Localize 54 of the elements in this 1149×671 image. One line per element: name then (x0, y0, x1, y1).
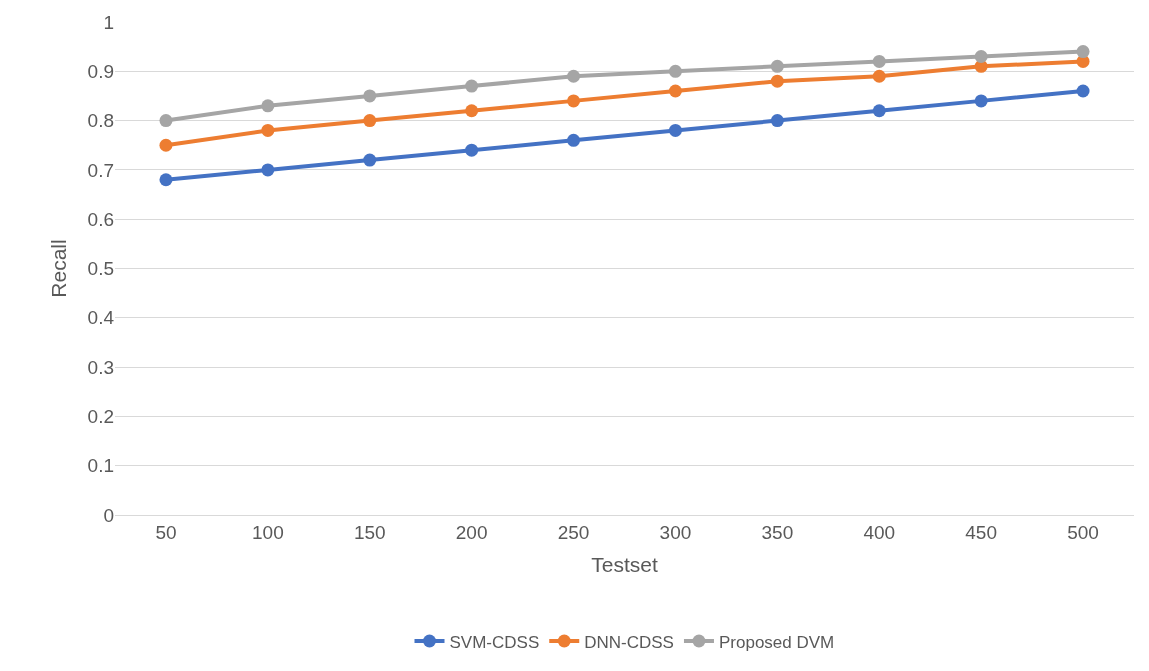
x-tick-label: 500 (1067, 521, 1099, 543)
legend-label: SVM-CDSS (449, 632, 540, 652)
point (974, 94, 988, 108)
point (668, 123, 682, 137)
point (261, 99, 275, 113)
point (872, 54, 886, 68)
y-tick-label: 0.4 (87, 307, 115, 329)
x-tick-label: 200 (455, 521, 488, 543)
point (567, 94, 581, 108)
y-tick-label: 0.1 (87, 455, 114, 477)
x-tick-label: 100 (252, 521, 284, 543)
point (159, 138, 173, 152)
point (261, 163, 275, 177)
point (567, 133, 581, 147)
x-tick-label: 300 (659, 521, 692, 543)
x-tick-label: 50 (155, 521, 177, 543)
point (872, 104, 886, 118)
point (465, 104, 479, 118)
y-tick-label: 0.7 (87, 159, 114, 181)
y-tick-label: 0.9 (87, 60, 114, 82)
point (363, 153, 377, 167)
y-tick-label: 1 (103, 11, 114, 33)
point (159, 173, 173, 187)
x-tick-label: 350 (761, 521, 794, 543)
x-tick-label: 400 (863, 521, 896, 543)
point (465, 79, 479, 93)
y-tick-label: 0.6 (87, 208, 114, 230)
point (567, 69, 581, 83)
x-tick-label: 450 (965, 521, 997, 543)
y-tick-label: 0.5 (87, 258, 114, 280)
point (261, 123, 275, 137)
point (668, 64, 682, 78)
point (1076, 84, 1090, 98)
legend-label: DNN-CDSS (584, 632, 674, 652)
y-axis-title: Recall (46, 239, 70, 298)
point (668, 84, 682, 98)
y-tick-label: 0.3 (87, 356, 114, 378)
point (465, 143, 479, 157)
point (1076, 45, 1090, 59)
point (770, 59, 784, 73)
point (159, 114, 173, 128)
y-tick-label: 0 (103, 504, 114, 526)
x-tick-label: 250 (557, 521, 590, 543)
x-axis-title: Testset (591, 553, 658, 576)
y-tick-label: 0.8 (87, 110, 114, 132)
point (974, 50, 988, 63)
point (872, 69, 886, 83)
point (363, 114, 377, 128)
point (770, 114, 784, 128)
legend-label: Proposed DVM (718, 632, 835, 652)
point (363, 89, 377, 103)
point (770, 74, 784, 88)
y-tick-label: 0.2 (87, 406, 114, 428)
x-tick-label: 150 (353, 521, 386, 543)
